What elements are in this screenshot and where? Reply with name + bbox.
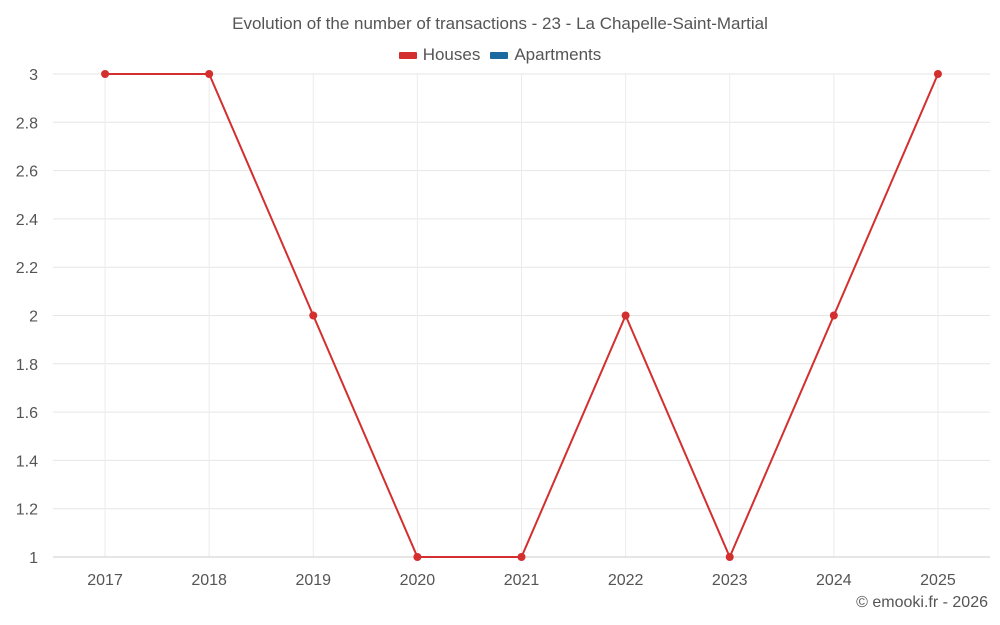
x-tick-label: 2024 [816, 572, 852, 589]
y-tick-label: 2.2 [16, 260, 38, 277]
y-tick-label: 1.6 [16, 405, 38, 422]
x-tick-label: 2018 [191, 572, 227, 589]
legend-item-apartments[interactable]: Apartments [490, 45, 601, 65]
x-tick-label: 2021 [504, 572, 540, 589]
legend-swatch-apartments [490, 51, 509, 59]
data-point [413, 553, 422, 561]
data-point [621, 311, 630, 320]
legend-label-apartments: Apartments [514, 45, 602, 64]
x-tick-label: 2025 [920, 572, 956, 589]
x-tick-label: 2017 [87, 572, 123, 589]
data-point [933, 70, 942, 78]
y-tick-label: 1.4 [16, 453, 38, 470]
y-tick-label: 2.6 [16, 164, 38, 181]
credit-text: © emooki.fr - 2026 [856, 594, 988, 611]
legend-swatch-houses [398, 51, 417, 59]
data-point [101, 70, 110, 78]
y-tick-label: 3 [29, 67, 38, 84]
y-tick-label: 2.8 [16, 115, 38, 132]
y-tick-label: 2.4 [16, 212, 38, 229]
legend-label-houses: Houses [422, 45, 481, 64]
data-point [725, 553, 734, 561]
legend: Houses Apartments [0, 45, 1000, 65]
data-point [205, 70, 214, 78]
x-tick-label: 2020 [400, 572, 436, 589]
chart-title: Evolution of the number of transactions … [232, 14, 768, 33]
data-point [517, 553, 526, 561]
data-point [309, 311, 318, 320]
legend-item-houses[interactable]: Houses [398, 45, 481, 65]
x-tick-label: 2022 [608, 572, 644, 589]
x-tick-label: 2019 [295, 572, 331, 589]
y-tick-label: 1.8 [16, 357, 38, 374]
y-tick-label: 1 [29, 550, 38, 567]
y-tick-label: 2 [29, 309, 38, 326]
y-tick-label: 1.2 [16, 502, 38, 519]
x-tick-label: 2023 [712, 572, 748, 589]
data-point [829, 311, 838, 320]
